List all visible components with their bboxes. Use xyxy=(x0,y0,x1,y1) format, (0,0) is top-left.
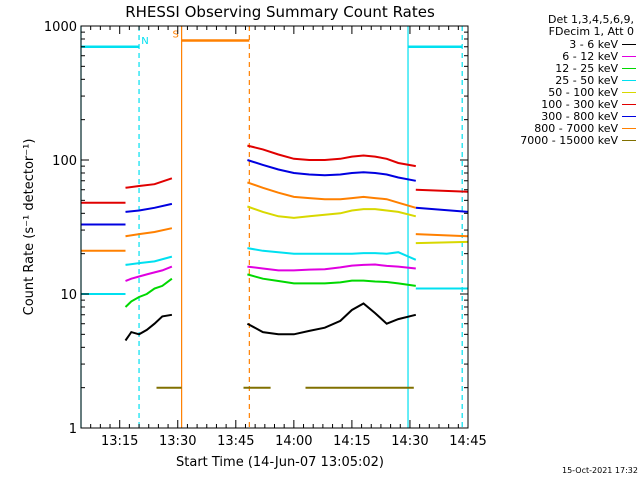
legend-label: 3 - 6 keV xyxy=(569,37,618,51)
legend-entry: 50 - 100 keV xyxy=(478,85,638,99)
legend-swatch xyxy=(622,115,636,117)
series-0 xyxy=(124,302,417,342)
series-line xyxy=(247,159,416,182)
x-tick-label: 14:00 xyxy=(275,434,312,449)
legend: Det 1,3,4,5,6,9, FDecim 1, Att 0 3 - 6 k… xyxy=(478,13,638,147)
legend-swatch xyxy=(622,43,636,45)
series-line xyxy=(415,188,469,193)
y-axis-label: Count Rate (s⁻¹ detector⁻¹) xyxy=(22,139,37,316)
series-line xyxy=(247,247,417,261)
x-tick-label: 14:30 xyxy=(391,434,428,449)
series-6 xyxy=(81,159,469,226)
interval-label: S xyxy=(172,29,178,40)
legend-entry: 100 - 300 keV xyxy=(478,97,638,111)
series-line xyxy=(124,277,173,308)
legend-swatch xyxy=(622,127,636,129)
x-axis-label: Start Time (14-Jun-07 13:05:02) xyxy=(176,455,384,470)
x-tick-label: 13:45 xyxy=(217,434,254,449)
legend-header-line: FDecim 1, Att 0 xyxy=(548,25,634,38)
legend-swatch xyxy=(622,55,636,57)
legend-swatch xyxy=(622,139,636,141)
legend-entry: 25 - 50 keV xyxy=(478,73,638,87)
series-line xyxy=(125,177,173,189)
y-tick-label: 10 xyxy=(60,288,77,303)
series-2 xyxy=(124,273,416,308)
legend-entry: 12 - 25 keV xyxy=(478,61,638,75)
x-tick-label: 13:15 xyxy=(101,434,138,449)
series-line xyxy=(415,206,469,213)
legend-label: 12 - 25 keV xyxy=(555,61,618,75)
series-5 xyxy=(81,144,469,204)
legend-label: 7000 - 15000 keV xyxy=(520,133,618,147)
y-tick-label: 100 xyxy=(52,154,77,169)
plot-area: NS xyxy=(80,26,469,428)
series-line xyxy=(247,181,417,209)
series-line xyxy=(247,144,416,168)
series-line xyxy=(124,313,173,342)
legend-entry: 300 - 800 keV xyxy=(478,109,638,123)
x-axis: 13:15 13:30 13:45 14:00 14:15 14:30 14:45 xyxy=(80,26,487,449)
series-line xyxy=(125,265,173,282)
legend-entry: 800 - 7000 keV xyxy=(478,121,638,135)
observing-interval: N xyxy=(80,26,149,428)
series-line xyxy=(247,205,417,219)
legend-entry: 7000 - 15000 keV xyxy=(478,133,638,147)
legend-label: 50 - 100 keV xyxy=(548,85,618,99)
series-line xyxy=(415,233,469,238)
legend-label: 100 - 300 keV xyxy=(541,97,618,111)
observing-interval: S xyxy=(172,26,250,428)
legend-label: 300 - 800 keV xyxy=(541,109,618,123)
y-axis: 1 10 100 1000 xyxy=(44,20,468,437)
interval-label: N xyxy=(141,36,148,47)
series-line xyxy=(125,255,173,266)
legend-label: 25 - 50 keV xyxy=(555,73,618,87)
legend-swatch xyxy=(622,91,636,93)
legend-header-line: Det 1,3,4,5,6,9, xyxy=(547,13,634,26)
x-tick-label: 14:15 xyxy=(333,434,370,449)
series-line xyxy=(247,263,416,272)
series-line xyxy=(125,202,173,213)
generation-timestamp: 15-Oct-2021 17:32 xyxy=(562,466,638,475)
series-line xyxy=(247,273,416,287)
x-tick-label: 14:45 xyxy=(449,434,486,449)
y-tick-label: 1000 xyxy=(44,20,77,35)
series-4 xyxy=(247,205,469,245)
series-line xyxy=(415,240,469,245)
legend-entry: 6 - 12 keV xyxy=(478,49,638,63)
legend-label: 6 - 12 keV xyxy=(562,49,618,63)
series-7 xyxy=(81,181,469,252)
series-line xyxy=(125,227,173,238)
y-tick-label: 1 xyxy=(69,422,77,437)
chart-title: RHESSI Observing Summary Count Rates xyxy=(125,3,435,21)
legend-swatch xyxy=(622,103,636,105)
series-line xyxy=(246,302,417,336)
series-1 xyxy=(125,263,416,282)
legend-swatch xyxy=(622,79,636,81)
legend-swatch xyxy=(622,67,636,69)
observing-interval xyxy=(407,26,463,428)
legend-entry: 3 - 6 keV xyxy=(478,37,638,51)
legend-label: 800 - 7000 keV xyxy=(534,121,618,135)
x-tick-label: 13:30 xyxy=(159,434,196,449)
